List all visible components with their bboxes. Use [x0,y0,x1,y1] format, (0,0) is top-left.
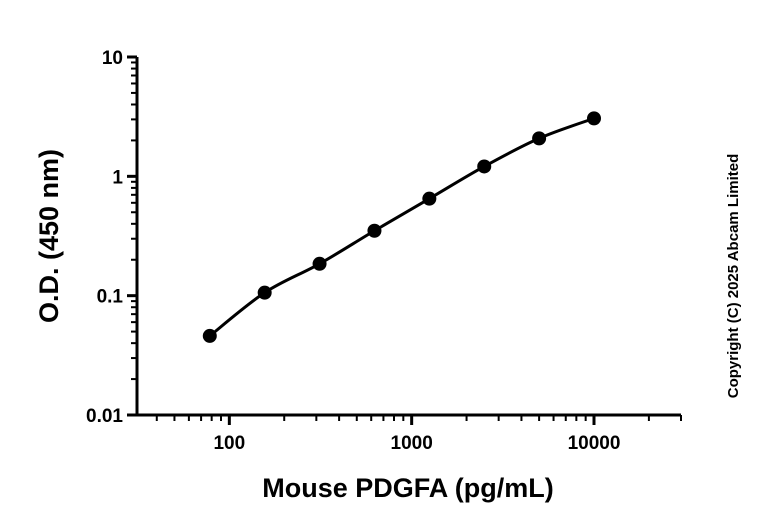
data-point [367,223,382,238]
axes: 0.01 0.1 1 10 100 1000 10000 [86,48,682,454]
fit-curve [208,116,595,338]
data-point [587,111,602,126]
x-tick-label: 10000 [568,433,621,454]
data-point [202,328,217,343]
copyright-text: Copyright (C) 2025 Abcam Limited [725,154,742,398]
y-tick-label: 10 [102,48,123,69]
data-point [477,159,492,174]
y-tick-label: 1 [112,167,123,188]
y-tick-label: 0.01 [86,406,123,427]
data-point [532,131,547,146]
data-marks [202,111,602,343]
x-axis-title: Mouse PDGFA (pg/mL) [262,473,554,503]
x-tick-label: 1000 [391,433,433,454]
data-point [422,191,437,206]
data-point [257,285,272,300]
y-axis-title: O.D. (450 nm) [34,149,64,323]
y-tick-label: 0.1 [97,287,124,308]
data-point [312,256,327,271]
x-tick-label: 100 [213,433,245,454]
